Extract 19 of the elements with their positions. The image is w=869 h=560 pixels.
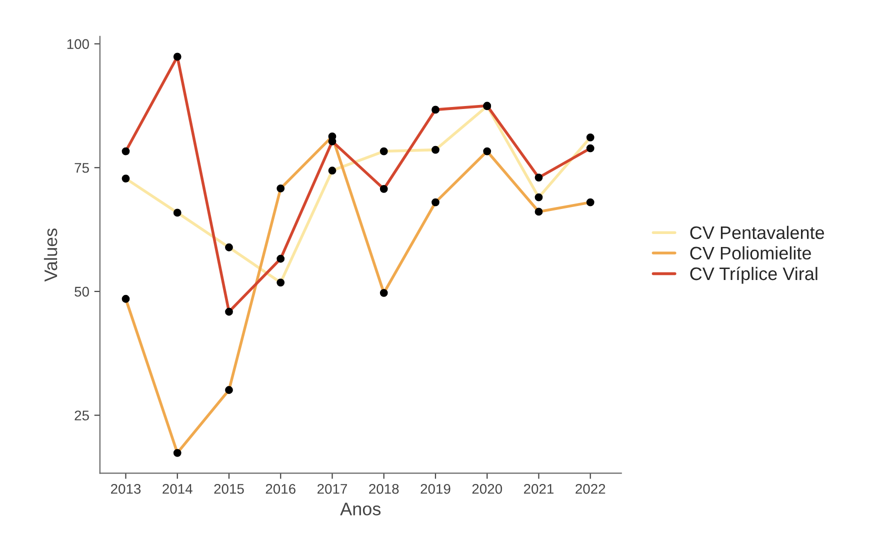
y-tick-label: 100: [67, 39, 89, 49]
y-tick-label: 50: [74, 286, 89, 297]
x-tick-label: 2015: [214, 484, 244, 494]
x-tick-label: 2019: [420, 484, 450, 494]
x-tick-label: 2016: [266, 484, 296, 494]
y-axis-title: Values: [44, 228, 58, 282]
legend-label: CV Pentavalente: [690, 226, 824, 240]
y-tick-label: 25: [74, 410, 89, 420]
x-tick-label: 2017: [317, 484, 347, 494]
x-tick-label: 2018: [369, 484, 399, 494]
x-tick-label: 2014: [162, 484, 192, 494]
x-axis-title: Anos: [340, 502, 381, 516]
x-tick-label: 2022: [576, 484, 606, 494]
y-tick-label: 75: [74, 163, 89, 173]
legend-label: CV Tríplice Viral: [690, 266, 818, 284]
x-tick-label: 2021: [524, 484, 554, 494]
x-tick-label: 2020: [472, 484, 502, 494]
legend-label: CV Poliomielite: [690, 246, 811, 260]
x-tick-label: 2013: [111, 484, 141, 494]
